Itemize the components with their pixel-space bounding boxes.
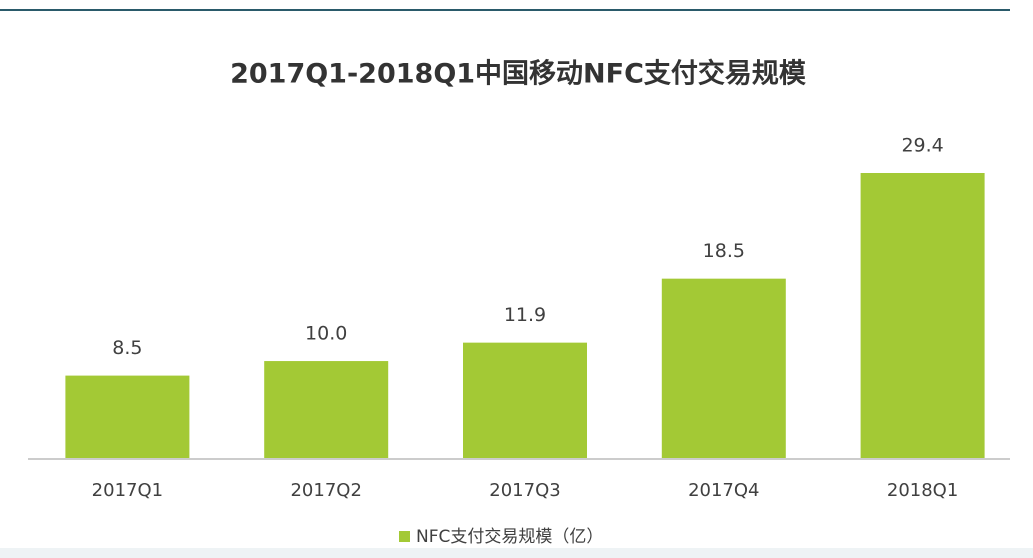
value-label: 8.5 [112,337,142,359]
value-label: 18.5 [703,240,745,262]
legend-label: NFC支付交易规模（亿） [416,527,603,547]
x-tick-label: 2018Q1 [887,480,958,501]
bar [463,342,587,458]
bar [264,361,389,458]
value-label: 11.9 [504,304,546,326]
bottom-strip [0,548,1033,558]
value-label: 10.0 [305,323,347,345]
bar [661,278,786,458]
bar [65,375,190,458]
value-label: 29.4 [901,135,943,157]
bar [860,173,985,458]
chart-title: 2017Q1-2018Q1中国移动NFC支付交易规模 [230,58,806,90]
x-tick-label: 2017Q3 [489,480,560,501]
legend-swatch [399,531,410,542]
x-tick-label: 2017Q1 [92,480,163,501]
x-tick-label: 2017Q4 [688,480,759,501]
x-tick-label: 2017Q2 [290,480,361,501]
